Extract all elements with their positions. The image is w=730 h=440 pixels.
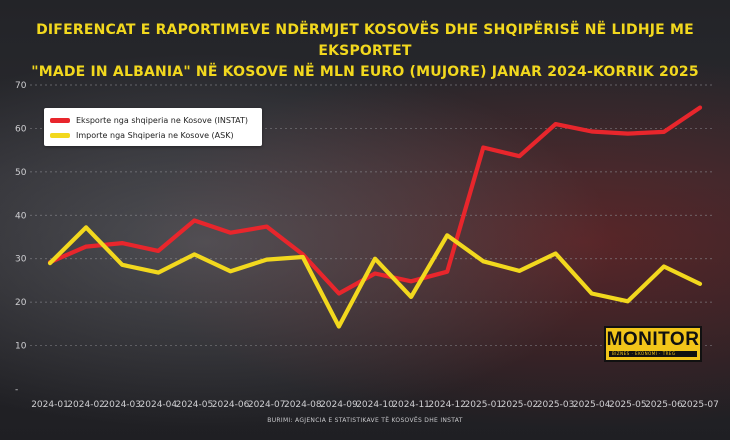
- x-tick-label: 2024-04: [140, 400, 178, 410]
- data-point: [84, 244, 88, 249]
- data-point: [662, 130, 666, 134]
- x-tick-label: 2024-07: [248, 400, 286, 410]
- legend-label-imports: Importe nga Shqiperia ne Kosove (ASK): [76, 130, 234, 140]
- data-point: [517, 269, 522, 273]
- x-tick-label: 2024-03: [103, 400, 141, 410]
- data-point: [120, 262, 125, 267]
- chart-legend: Eksporte nga shqiperia ne Kosove (INSTAT…: [44, 108, 262, 146]
- data-point: [625, 299, 630, 304]
- series-line-imports: [47, 225, 703, 329]
- y-tick-label: 20: [15, 298, 27, 308]
- data-point: [553, 122, 558, 126]
- data-point: [409, 279, 413, 284]
- x-tick-label: 2024-09: [320, 400, 358, 410]
- x-tick-label: 2025-06: [645, 400, 683, 410]
- x-tick-label: 2025-03: [537, 400, 575, 410]
- legend-label-exports: Eksporte nga shqiperia ne Kosove (INSTAT…: [76, 115, 249, 125]
- data-point: [589, 291, 594, 296]
- y-tick-label: 30: [15, 255, 27, 265]
- chart-title-line-1: DIFERENCAT E RAPORTIMEVE NDËRMJET KOSOVË…: [36, 22, 694, 59]
- x-tick-label: 2024-12: [428, 400, 466, 410]
- y-tick-label: 10: [15, 342, 27, 352]
- data-point: [337, 324, 341, 329]
- chart-title: DIFERENCAT E RAPORTIMEVE NDËRMJET KOSOVË…: [0, 20, 730, 83]
- x-tick-label: 2025-05: [609, 400, 647, 410]
- x-tick-label: 2024-10: [356, 400, 394, 410]
- legend-swatch-exports: [50, 117, 70, 123]
- data-point: [445, 233, 450, 238]
- data-point: [48, 261, 52, 265]
- y-tick-label: -: [15, 385, 18, 395]
- y-tick-label: 60: [15, 124, 27, 134]
- data-point: [625, 131, 630, 136]
- data-point: [228, 230, 233, 235]
- data-point: [300, 255, 305, 259]
- data-point: [192, 252, 197, 257]
- legend-swatch-imports: [50, 132, 70, 138]
- data-point: [698, 282, 702, 286]
- data-point: [373, 271, 377, 276]
- data-point: [481, 259, 486, 264]
- data-point: [445, 269, 450, 274]
- legend-item-exports: Eksporte nga shqiperia ne Kosove (INSTAT…: [50, 113, 248, 127]
- logo-name: MONITOR: [606, 329, 700, 350]
- data-point: [517, 154, 522, 159]
- y-tick-label: 50: [15, 168, 27, 178]
- y-tick-label: 70: [15, 81, 27, 91]
- x-tick-label: 2025-07: [681, 400, 719, 410]
- data-point: [84, 225, 88, 230]
- source-note: BURIMI: AGJENCIA E STATISTIKAVE TË KOSOV…: [267, 417, 463, 424]
- data-point: [264, 224, 269, 229]
- x-tick-label: 2024-01: [31, 400, 69, 410]
- monitor-logo: MONITOR BIZNES · EKONOMI · TREG: [604, 326, 702, 362]
- logo-bar: [609, 351, 697, 357]
- logo-tagline: BIZNES · EKONOMI · TREG: [612, 351, 676, 356]
- data-point: [373, 256, 377, 261]
- data-point: [156, 249, 161, 253]
- data-point: [264, 257, 269, 262]
- x-tick-label: 2024-11: [392, 400, 430, 410]
- data-point: [409, 295, 413, 299]
- y-tick-label: 40: [15, 211, 27, 221]
- data-point: [228, 269, 233, 274]
- data-point: [337, 291, 341, 296]
- data-point: [192, 218, 197, 223]
- x-tick-label: 2024-06: [212, 400, 250, 410]
- data-point: [120, 241, 125, 245]
- x-tick-label: 2025-02: [501, 400, 539, 410]
- chart-title-line-2: "MADE IN ALBANIA" NË KOSOVE NË MLN EURO …: [31, 64, 699, 80]
- x-tick-label: 2024-08: [284, 400, 322, 410]
- x-tick-label: 2024-05: [176, 400, 214, 410]
- data-point: [662, 264, 666, 269]
- x-tick-label: 2025-01: [465, 400, 503, 410]
- data-point: [589, 129, 594, 134]
- x-tick-label: 2025-04: [573, 400, 611, 410]
- data-point: [553, 251, 558, 256]
- data-point: [481, 145, 486, 150]
- x-tick-label: 2024-02: [67, 400, 105, 410]
- legend-item-imports: Importe nga Shqiperia ne Kosove (ASK): [50, 128, 234, 142]
- data-point: [698, 105, 702, 110]
- data-point: [156, 270, 161, 275]
